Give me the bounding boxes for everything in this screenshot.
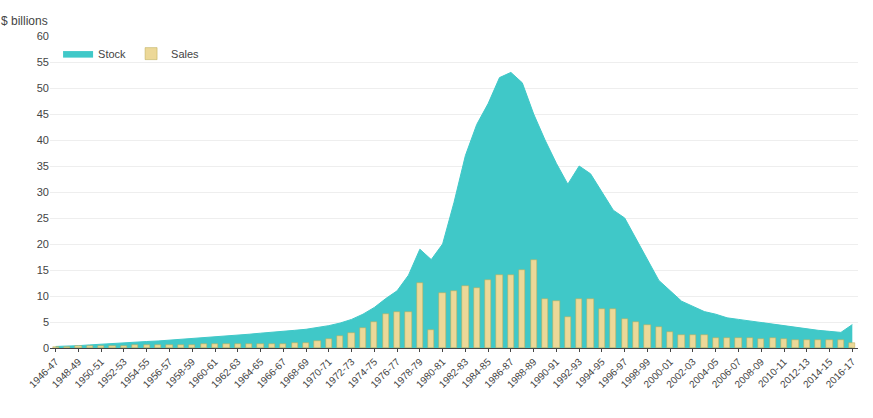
svg-text:1946-47: 1946-47	[27, 356, 61, 390]
svg-text:2012-13: 2012-13	[778, 356, 812, 390]
svg-text:1986-87: 1986-87	[482, 356, 516, 390]
svg-text:1974-75: 1974-75	[346, 356, 380, 390]
svg-text:2006-07: 2006-07	[710, 356, 744, 390]
svg-text:1964-65: 1964-65	[232, 356, 266, 390]
svg-text:1998-99: 1998-99	[619, 356, 653, 390]
svg-text:2004-05: 2004-05	[687, 356, 721, 390]
svg-text:30: 30	[37, 186, 49, 198]
svg-text:1996-97: 1996-97	[596, 356, 630, 390]
svg-text:1952-53: 1952-53	[95, 356, 129, 390]
svg-text:60: 60	[37, 30, 49, 42]
svg-text:1950-51: 1950-51	[72, 356, 106, 390]
svg-text:1984-85: 1984-85	[459, 356, 493, 390]
svg-text:1966-67: 1966-67	[255, 356, 289, 390]
svg-text:45: 45	[37, 108, 49, 120]
svg-text:1954-55: 1954-55	[118, 356, 152, 390]
svg-text:2014-15: 2014-15	[801, 356, 835, 390]
svg-text:5: 5	[43, 316, 49, 328]
svg-text:2010-11: 2010-11	[756, 356, 790, 390]
svg-text:50: 50	[37, 82, 49, 94]
svg-text:1994-95: 1994-95	[573, 356, 607, 390]
svg-text:Stock: Stock	[98, 48, 126, 60]
svg-text:1962-63: 1962-63	[209, 356, 243, 390]
svg-text:1948-49: 1948-49	[50, 356, 84, 390]
svg-text:$ billions: $ billions	[1, 14, 48, 28]
svg-text:1970-71: 1970-71	[300, 356, 334, 390]
svg-text:1988-89: 1988-89	[505, 356, 539, 390]
svg-text:25: 25	[37, 212, 49, 224]
svg-text:0: 0	[43, 342, 49, 354]
svg-text:Sales: Sales	[171, 48, 199, 60]
svg-text:1990-91: 1990-91	[528, 356, 562, 390]
svg-text:1982-83: 1982-83	[437, 356, 471, 390]
svg-text:1980-81: 1980-81	[414, 356, 448, 390]
svg-text:2002-03: 2002-03	[664, 356, 698, 390]
svg-text:1960-61: 1960-61	[186, 356, 220, 390]
svg-text:1968-69: 1968-69	[277, 356, 311, 390]
svg-text:2016-17: 2016-17	[824, 356, 858, 390]
svg-text:35: 35	[37, 160, 49, 172]
svg-text:2008-09: 2008-09	[732, 356, 766, 390]
svg-text:10: 10	[37, 290, 49, 302]
svg-text:15: 15	[37, 264, 49, 276]
svg-text:1956-57: 1956-57	[141, 356, 175, 390]
svg-text:1972-73: 1972-73	[323, 356, 357, 390]
svg-text:1976-77: 1976-77	[368, 356, 402, 390]
svg-text:2000-01: 2000-01	[641, 356, 675, 390]
svg-text:1992-93: 1992-93	[550, 356, 584, 390]
svg-text:20: 20	[37, 238, 49, 250]
svg-text:1978-79: 1978-79	[391, 356, 425, 390]
svg-text:1958-59: 1958-59	[163, 356, 197, 390]
svg-text:55: 55	[37, 56, 49, 68]
svg-text:40: 40	[37, 134, 49, 146]
